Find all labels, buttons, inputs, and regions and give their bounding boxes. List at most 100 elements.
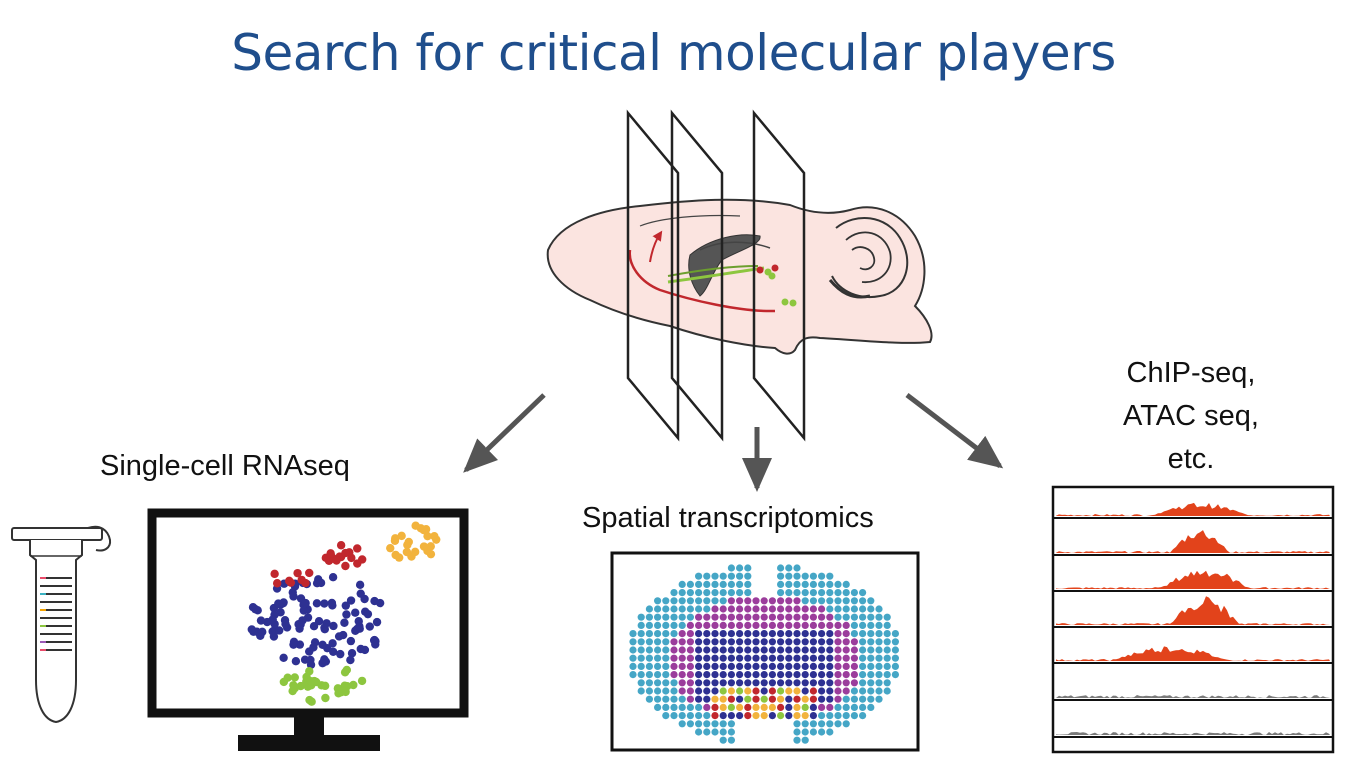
spatial-spot xyxy=(850,597,859,605)
spatial-spot xyxy=(686,671,695,679)
spatial-spot xyxy=(695,589,703,597)
spatial-spot xyxy=(719,736,727,744)
spatial-spot xyxy=(744,597,752,605)
spatial-spot xyxy=(834,687,842,695)
spatial-spot xyxy=(645,605,654,613)
peak-signal-track xyxy=(1056,530,1330,553)
spatial-spot xyxy=(826,621,834,630)
spatial-spot xyxy=(842,630,850,638)
spatial-spot xyxy=(834,605,842,613)
spatial-spot xyxy=(859,605,867,613)
spatial-spot xyxy=(719,720,727,728)
spatial-spot xyxy=(711,589,719,597)
spatial-spot xyxy=(760,712,768,720)
spatial-spot xyxy=(859,662,867,671)
spatial-spot xyxy=(744,621,752,630)
cluster-dot xyxy=(402,547,412,557)
cluster-dot xyxy=(289,640,298,649)
spatial-spot xyxy=(777,613,785,621)
spatial-spot xyxy=(793,728,801,736)
spatial-spot xyxy=(850,695,859,703)
spatial-spot xyxy=(875,679,883,687)
spatial-spot xyxy=(850,687,859,695)
spatial-spot xyxy=(670,621,678,630)
spatial-spot xyxy=(752,695,760,703)
spatial-spot xyxy=(744,712,752,720)
spatial-spot xyxy=(686,654,695,662)
spatial-spot xyxy=(850,712,859,720)
spatial-spot xyxy=(867,621,875,630)
spatial-spot xyxy=(793,580,801,589)
spatial-spot xyxy=(809,662,818,671)
cluster-dot xyxy=(256,616,266,625)
spatial-spot xyxy=(801,728,809,736)
spatial-spot xyxy=(875,613,883,621)
spatial-spot xyxy=(645,654,654,662)
spatial-spot xyxy=(826,712,834,720)
spatial-spot xyxy=(768,597,777,605)
peak-signal-track xyxy=(1056,570,1330,589)
coronal-spot-map-icon xyxy=(610,551,920,752)
cluster-dot xyxy=(336,541,346,550)
spatial-spot xyxy=(637,613,645,621)
cluster-dot xyxy=(305,568,314,578)
spatial-spot xyxy=(645,671,654,679)
cluster-dot xyxy=(347,649,357,658)
spatial-spot xyxy=(859,621,867,630)
spatial-spot xyxy=(654,646,662,654)
spatial-spot xyxy=(793,589,801,597)
spatial-spot xyxy=(842,646,850,654)
spatial-spot xyxy=(785,580,793,589)
spatial-spot xyxy=(744,646,752,654)
spatial-spot xyxy=(760,654,768,662)
cluster-dot xyxy=(296,620,305,629)
spatial-spot xyxy=(801,703,809,712)
cluster-dot xyxy=(328,639,337,648)
spatial-spot xyxy=(637,671,645,679)
spatial-spot xyxy=(793,679,801,687)
cluster-dot xyxy=(289,592,298,601)
spatial-spot xyxy=(703,605,711,613)
spatial-spot xyxy=(842,605,850,613)
cluster-dot xyxy=(248,603,258,612)
cluster-dot xyxy=(281,619,290,629)
spatial-spot xyxy=(793,703,801,712)
spatial-spot xyxy=(711,671,719,679)
spatial-spot xyxy=(727,728,736,736)
spatial-spot xyxy=(686,712,695,720)
spatial-spot xyxy=(678,671,686,679)
cluster-dot xyxy=(321,693,330,703)
spatial-spot xyxy=(834,580,842,589)
spatial-spot xyxy=(719,621,727,630)
cluster-dot xyxy=(353,559,362,568)
spatial-spot xyxy=(711,572,719,580)
spatial-spot xyxy=(662,671,670,679)
spatial-spot xyxy=(760,605,768,613)
spatial-spot xyxy=(727,605,736,613)
spatial-spot xyxy=(711,605,719,613)
spatial-spot xyxy=(818,597,826,605)
cluster-dot xyxy=(361,607,370,616)
spatial-spot xyxy=(891,630,900,638)
spatial-spot xyxy=(736,671,744,679)
spatial-spot xyxy=(842,597,850,605)
spatial-spot xyxy=(744,572,752,580)
spatial-spot xyxy=(777,564,785,572)
spatial-spot xyxy=(777,671,785,679)
spatial-spot xyxy=(711,654,719,662)
spatial-spot xyxy=(842,703,850,712)
spatial-spot xyxy=(703,703,711,712)
cluster-dot xyxy=(272,579,282,588)
spatial-spot xyxy=(842,671,850,679)
spatial-spot xyxy=(867,662,875,671)
spatial-spot xyxy=(859,589,867,597)
spatial-spot xyxy=(859,695,867,703)
spatial-spot xyxy=(818,605,826,613)
spatial-spot xyxy=(768,613,777,621)
spatial-spot xyxy=(654,662,662,671)
spatial-spot xyxy=(719,589,727,597)
spatial-spot xyxy=(637,654,645,662)
spatial-spot xyxy=(760,646,768,654)
spatial-spot xyxy=(703,687,711,695)
spatial-spot xyxy=(850,679,859,687)
